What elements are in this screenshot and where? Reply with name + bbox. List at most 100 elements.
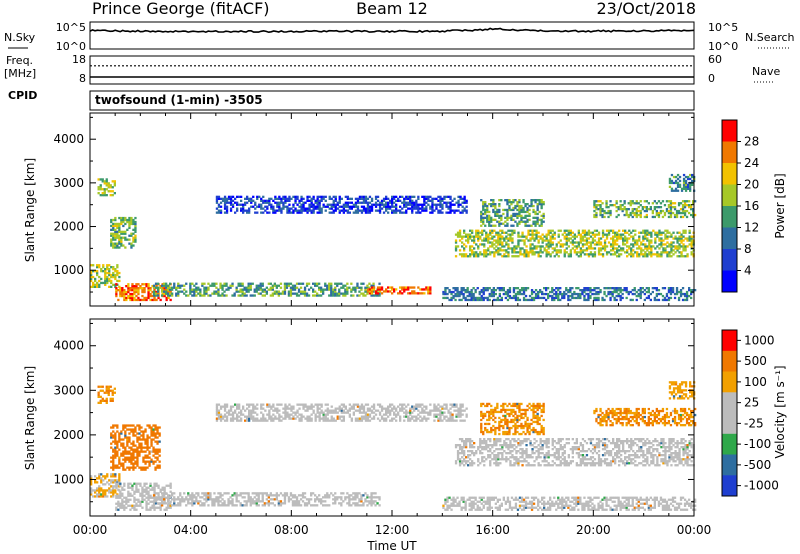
power-cell-7 xyxy=(607,241,611,244)
velocity-cell-3 xyxy=(145,492,148,495)
velocity-cell-2 xyxy=(122,458,125,461)
power-cell-11 xyxy=(553,289,556,292)
power-cell-11 xyxy=(579,292,582,296)
power-cell-7 xyxy=(650,255,653,258)
velocity-cell-4 xyxy=(215,500,218,503)
velocity-cell-4 xyxy=(211,500,214,503)
power-cell-7 xyxy=(579,247,582,250)
velocity-cell-3 xyxy=(149,500,152,503)
velocity-cell-2 xyxy=(110,456,113,459)
power-cell-11 xyxy=(649,298,652,302)
velocity-cell-2 xyxy=(126,440,129,443)
velocity-cell-4 xyxy=(283,494,287,497)
velocity-cell-2 xyxy=(140,446,143,449)
power-cell-11 xyxy=(675,290,679,294)
power-cell-9 xyxy=(595,208,598,211)
velocity-cell-0 xyxy=(116,493,119,496)
velocity-cell-5 xyxy=(278,417,281,420)
power-cell-6 xyxy=(264,205,267,208)
power-cell-7 xyxy=(630,251,633,254)
power-cell-4 xyxy=(227,286,230,289)
power-cell-10 xyxy=(676,173,680,177)
velocity-cell-1 xyxy=(111,397,114,400)
power-cell-6 xyxy=(421,195,424,198)
velocity-cell-2 xyxy=(130,442,133,445)
power-cell-2 xyxy=(130,242,133,245)
power-cell-11 xyxy=(609,296,612,300)
power-cell-7 xyxy=(612,249,615,252)
power-cell-4 xyxy=(221,292,224,295)
power-cell-6 xyxy=(262,195,265,198)
power-cell-6 xyxy=(330,211,333,214)
velocity-cell-4 xyxy=(177,504,180,507)
power-cell-0 xyxy=(94,277,97,281)
velocity-cell-0 xyxy=(104,477,107,480)
power-cell-11 xyxy=(530,298,534,302)
power-cell-11 xyxy=(615,294,618,298)
power-cell-6 xyxy=(360,211,364,214)
power-cell-6 xyxy=(288,197,291,200)
power-cell-7 xyxy=(672,237,675,240)
power-cell-8 xyxy=(530,224,533,227)
power-cell-2 xyxy=(120,232,123,235)
power-cell-8 xyxy=(486,216,489,219)
velocity-cell-2 xyxy=(132,454,135,457)
velocity-cell-2 xyxy=(136,432,139,435)
power-cell-7 xyxy=(491,229,494,232)
velocity-cell-4 xyxy=(169,502,172,505)
power-cell-2 xyxy=(112,236,115,239)
power-cell-7 xyxy=(461,241,464,244)
power-cell-0 xyxy=(110,273,113,277)
power-cell-7 xyxy=(547,229,550,232)
power-cell-8 xyxy=(508,206,511,210)
power-cell-3 xyxy=(151,285,154,288)
power-cell-6 xyxy=(264,209,267,212)
power-cell-4 xyxy=(289,292,293,295)
power-cell-7 xyxy=(628,233,631,236)
velocity-cell-5 xyxy=(304,417,307,420)
power-cell-5 xyxy=(395,288,398,291)
power-cell-9 xyxy=(688,211,691,215)
velocity-cell-4 xyxy=(330,492,333,495)
power-cell-7 xyxy=(501,231,504,234)
power-cell-7 xyxy=(672,245,675,248)
power-cell-7 xyxy=(666,245,669,248)
power-cell-3 xyxy=(141,287,144,290)
power-cell-9 xyxy=(625,208,628,211)
velocity-cell-4 xyxy=(318,500,321,503)
power-cell-7 xyxy=(666,241,669,244)
power-cell-7 xyxy=(593,235,597,238)
power-cell-11 xyxy=(498,294,501,298)
power-cell-4 xyxy=(245,294,248,297)
velocity-cell-5 xyxy=(290,417,293,420)
power-cell-9 xyxy=(643,206,646,209)
velocity-cell-0 xyxy=(118,477,121,480)
power-cell-4 xyxy=(354,288,357,291)
velocity-cell-5 xyxy=(300,413,303,416)
power-cell-7 xyxy=(465,239,468,242)
power-cell-7 xyxy=(513,251,516,254)
power-cell-7 xyxy=(640,247,643,250)
power-cell-7 xyxy=(638,245,641,248)
power-cell-6 xyxy=(463,207,466,210)
velocity-cell-0 xyxy=(110,489,113,492)
velocity-cell-5 xyxy=(310,403,313,406)
power-cell-11 xyxy=(573,296,576,300)
power-cell-4 xyxy=(301,282,305,285)
power-cell-11 xyxy=(581,290,584,294)
power-cell-8 xyxy=(534,210,537,214)
power-cell-4 xyxy=(318,286,321,289)
power-cell-7 xyxy=(666,251,669,254)
velocity-cell-2 xyxy=(158,466,161,469)
power-cell-6 xyxy=(409,201,412,204)
power-cell-7 xyxy=(485,237,488,240)
velocity-cell-5 xyxy=(254,407,257,410)
power-cell-11 xyxy=(597,298,600,302)
power-cell-3 xyxy=(119,294,122,298)
velocity-cell-4 xyxy=(183,498,186,501)
power-cell-7 xyxy=(601,229,605,232)
power-cell-7 xyxy=(493,235,496,238)
power-cell-4 xyxy=(372,284,375,287)
power-cell-5 xyxy=(415,292,418,295)
velocity-cell-5 xyxy=(217,411,221,414)
